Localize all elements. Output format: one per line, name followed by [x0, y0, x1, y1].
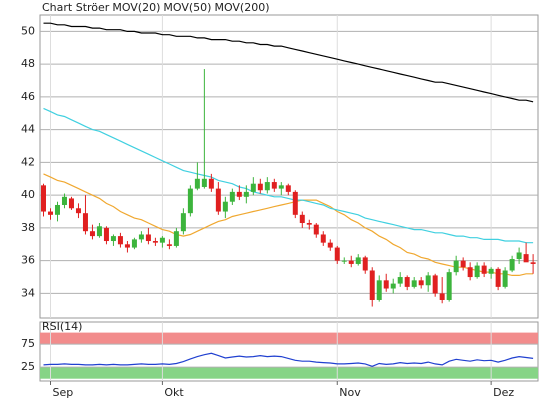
candle-body — [89, 231, 95, 237]
candle-body — [96, 226, 102, 237]
candle-body — [159, 237, 165, 243]
candle-body — [222, 201, 228, 212]
candle-body — [460, 260, 466, 268]
candle-body — [355, 257, 361, 264]
series-line — [43, 173, 534, 276]
candle-body — [131, 239, 137, 248]
rsi-zone — [40, 332, 538, 345]
candle-body — [138, 234, 144, 240]
candle-body — [103, 227, 109, 242]
candle-body — [320, 234, 326, 243]
candle-body — [145, 234, 151, 242]
x-tick-label: Sep — [52, 386, 73, 399]
candle-body — [124, 244, 130, 248]
y-tick-label: 40 — [21, 188, 35, 201]
candle-body — [439, 293, 445, 300]
legend-label: MOV(200) — [214, 1, 269, 14]
candle-body — [299, 214, 305, 224]
rsi-zone — [40, 367, 538, 379]
candle-body — [215, 188, 221, 212]
candle-body — [68, 198, 74, 209]
candle-body — [495, 268, 501, 287]
candle-body — [271, 182, 277, 189]
candle-body — [362, 257, 368, 271]
x-tick-label: Okt — [164, 386, 184, 399]
y-tick-label: 75 — [21, 337, 35, 350]
candle-body — [152, 241, 158, 243]
candle-body — [187, 188, 193, 214]
candle-body — [383, 280, 389, 289]
y-tick-label: 50 — [21, 24, 35, 37]
candle-body — [313, 224, 319, 235]
candle-body — [481, 265, 487, 274]
candle-body — [292, 191, 298, 215]
y-tick-label: 42 — [21, 155, 35, 168]
candle-body — [173, 231, 179, 246]
candle-body — [180, 213, 186, 232]
candle-body — [516, 252, 522, 260]
candle-body — [285, 185, 291, 192]
candle-body — [390, 283, 396, 289]
candle-body — [264, 182, 270, 191]
candle-body — [523, 254, 529, 263]
candle-body — [446, 272, 452, 300]
candle-body — [117, 236, 123, 245]
candle-body — [502, 270, 508, 287]
y-tick-label: 38 — [21, 221, 35, 234]
y-tick-label: 25 — [21, 360, 35, 373]
x-tick-label: Nov — [339, 386, 361, 399]
candle-body — [341, 260, 347, 262]
candle-body — [166, 244, 172, 246]
candle-body — [229, 191, 235, 202]
series-line — [43, 22, 534, 103]
candle-body — [82, 213, 88, 232]
candle-body — [306, 223, 312, 225]
candle-body — [257, 183, 263, 191]
series-line — [43, 352, 534, 367]
legend-label: MOV(20) — [112, 1, 160, 14]
candle-body — [348, 260, 354, 264]
candle-body — [509, 259, 515, 271]
candle-body — [208, 178, 214, 189]
y-tick-label: 46 — [21, 90, 35, 103]
candle-body — [75, 208, 81, 214]
y-tick-label: 44 — [21, 123, 35, 136]
candle-body — [474, 265, 480, 278]
candle-body — [278, 185, 284, 189]
price-panel — [39, 14, 539, 319]
candle-body — [411, 280, 417, 287]
candle-body — [250, 183, 256, 192]
candle-body — [334, 247, 340, 261]
candle-body — [467, 267, 473, 278]
candle-body — [243, 191, 249, 197]
candle-body — [110, 236, 116, 242]
y-tick-label: 34 — [21, 286, 35, 299]
candle-body — [40, 185, 46, 212]
legend-label: Chart Ströer — [42, 1, 110, 14]
candle-body — [47, 211, 53, 215]
candle-body — [418, 280, 424, 286]
legend-label: MOV(50) — [163, 1, 211, 14]
series-line — [43, 107, 534, 244]
y-tick-label: 36 — [21, 254, 35, 267]
candle-body — [432, 275, 438, 294]
candle-body — [397, 277, 403, 284]
candle-body — [327, 242, 333, 248]
candle-body — [61, 196, 67, 205]
candle-body — [194, 178, 200, 189]
candle-body — [453, 260, 459, 273]
candle-body — [376, 280, 382, 300]
rsi-title: RSI(14) — [42, 320, 82, 333]
candle-body — [404, 277, 410, 287]
candle-body — [425, 275, 431, 286]
candle-body — [530, 262, 536, 264]
candle-body — [488, 268, 494, 274]
candle-body — [54, 204, 60, 215]
x-tick-label: Dez — [493, 386, 514, 399]
candle-body — [236, 191, 242, 197]
candle-body — [201, 178, 207, 187]
y-tick-label: 48 — [21, 57, 35, 70]
candle-body — [369, 270, 375, 300]
